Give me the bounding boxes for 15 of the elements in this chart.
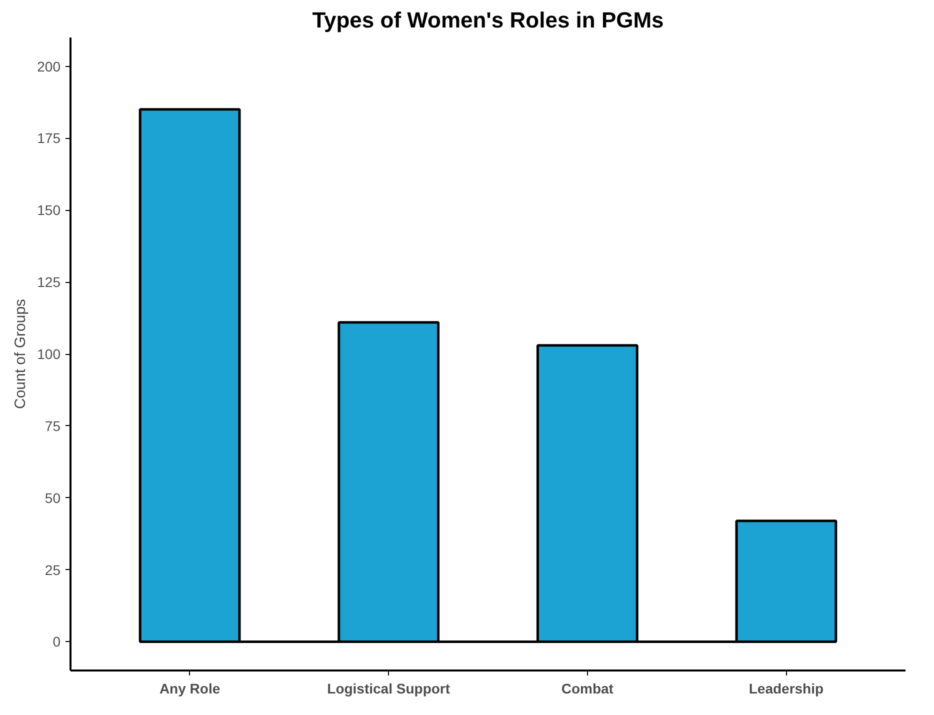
x-tick-label: Leadership bbox=[748, 680, 824, 696]
x-tick-label: Logistical Support bbox=[327, 680, 450, 696]
y-tick-label: 125 bbox=[37, 274, 61, 290]
y-tick-label: 150 bbox=[37, 202, 61, 218]
y-tick-label: 100 bbox=[37, 346, 61, 362]
y-axis-title: Count of Groups bbox=[12, 298, 30, 410]
y-tick-label: 0 bbox=[52, 634, 61, 650]
y-tick-label: 200 bbox=[37, 58, 61, 74]
y-tick-label: 25 bbox=[44, 562, 61, 578]
y-tick-label: 75 bbox=[44, 418, 61, 434]
x-tick-label: Combat bbox=[561, 680, 614, 696]
chart-title: Types of Women's Roles in PGMs bbox=[312, 8, 664, 32]
y-tick-label: 50 bbox=[44, 490, 61, 506]
x-tick-label: Any Role bbox=[159, 680, 220, 696]
y-tick-label: 175 bbox=[37, 130, 61, 146]
